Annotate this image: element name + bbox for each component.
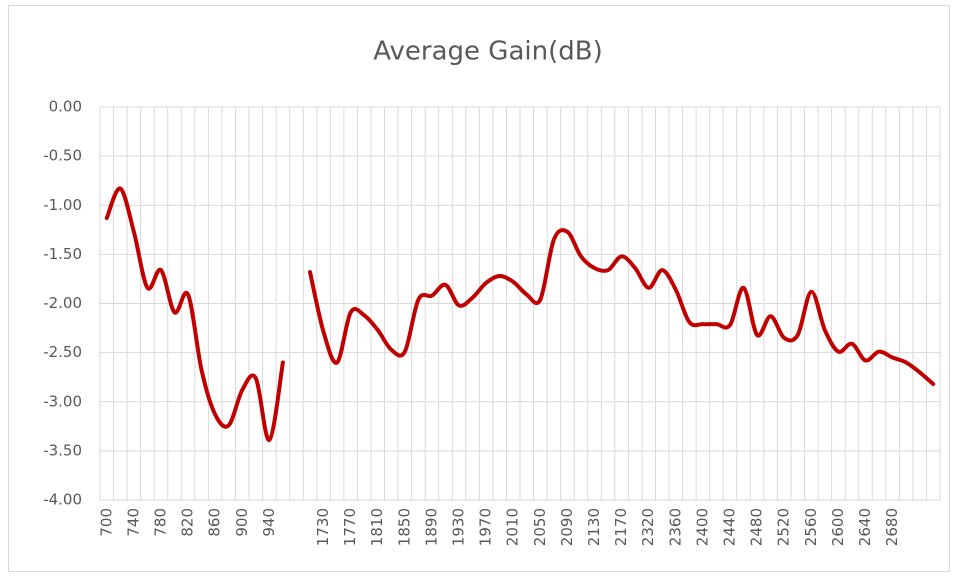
x-tick-label: 2400 <box>693 508 711 546</box>
x-tick-label: 2050 <box>531 508 549 546</box>
x-tick-label: 1810 <box>368 508 386 546</box>
x-tick-label: 2090 <box>558 508 576 546</box>
y-tick-label: -1.50 <box>43 245 82 263</box>
x-tick-label: 700 <box>97 508 115 537</box>
x-tick-label: 740 <box>124 508 142 537</box>
x-tick-label: 900 <box>233 508 251 537</box>
y-tick-label: -3.50 <box>43 441 82 459</box>
x-tick-label: 2010 <box>504 508 522 546</box>
x-tick-label: 1770 <box>341 508 359 546</box>
y-tick-label: -2.00 <box>43 294 82 312</box>
x-tick-label: 2440 <box>721 508 739 546</box>
line-series <box>104 186 936 443</box>
x-tick-label: 2600 <box>829 508 847 546</box>
x-tick-label: 1930 <box>450 508 468 546</box>
x-tick-label: 940 <box>260 508 278 537</box>
x-tick-label: 2560 <box>802 508 820 546</box>
x-tick-label: 1970 <box>477 508 495 546</box>
x-tick-label: 2520 <box>775 508 793 546</box>
chart-title: Average Gain(dB) <box>373 37 602 67</box>
x-tick-label: 780 <box>151 508 169 537</box>
y-tick-label: -0.50 <box>43 147 82 165</box>
x-tick-label: 1890 <box>422 508 440 546</box>
x-tick-label: 2480 <box>748 508 766 546</box>
x-tick-label: 820 <box>179 508 197 537</box>
y-tick-label: -2.50 <box>43 343 82 361</box>
y-tick-label: -4.00 <box>43 491 82 509</box>
x-tick-label: 2640 <box>856 508 874 546</box>
x-tick-label: 2680 <box>883 508 901 546</box>
y-tick-label: 0.00 <box>49 98 82 116</box>
x-tick-label: 1850 <box>395 508 413 546</box>
x-tick-label: 2320 <box>639 508 657 546</box>
x-tick-label: 860 <box>206 508 224 537</box>
x-tick-label: 2360 <box>666 508 684 546</box>
y-tick-label: -1.00 <box>43 196 82 214</box>
y-tick-label: -3.00 <box>43 392 82 410</box>
x-tick-label: 2130 <box>585 508 603 546</box>
x-tick-label: 1730 <box>314 508 332 546</box>
x-tick-label: 2170 <box>612 508 630 546</box>
